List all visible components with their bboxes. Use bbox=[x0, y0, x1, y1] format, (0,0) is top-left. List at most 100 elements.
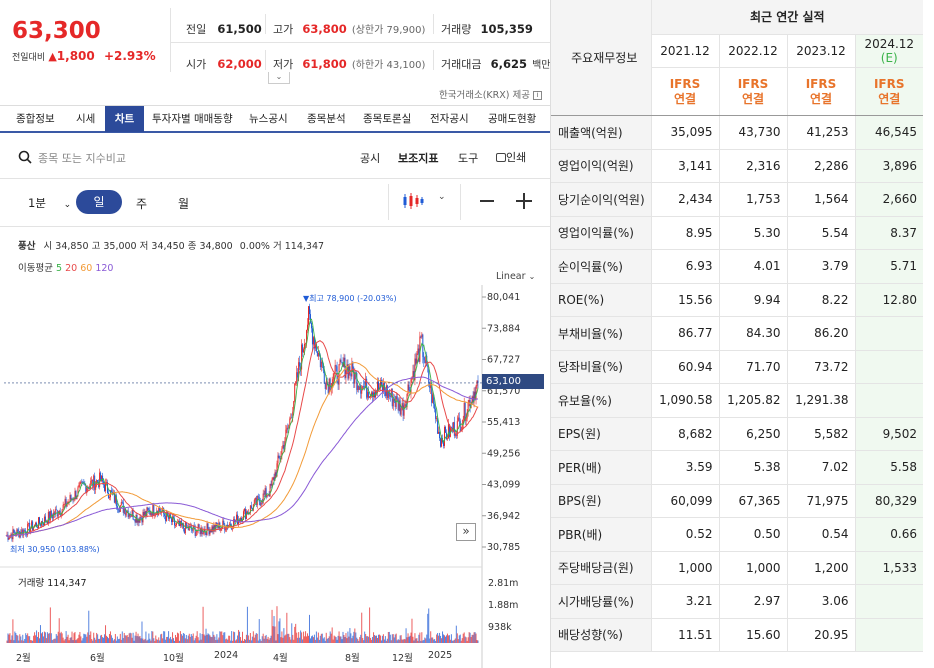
candle-body bbox=[78, 485, 79, 487]
prev-close-value: 61,500 bbox=[217, 22, 261, 36]
volume-bar bbox=[187, 639, 188, 643]
volume-bar bbox=[264, 639, 265, 643]
candle-body bbox=[153, 505, 154, 515]
volume-bar bbox=[9, 633, 10, 643]
tab-forum[interactable]: 종목토론실 bbox=[363, 106, 411, 132]
candle-body bbox=[434, 404, 435, 409]
print-button[interactable]: 인쇄 bbox=[496, 149, 526, 165]
candle-body bbox=[340, 360, 341, 365]
volume-bar bbox=[319, 640, 320, 643]
candle-body bbox=[395, 402, 396, 407]
volume-bar bbox=[37, 637, 38, 643]
volume-bar bbox=[276, 606, 277, 643]
candle-body bbox=[369, 396, 370, 397]
candle-body bbox=[99, 473, 100, 487]
volume-bar bbox=[205, 636, 206, 643]
change-label: 전일대비 bbox=[12, 53, 45, 63]
low-marker: 최저 30,950 (103.88%) bbox=[10, 544, 100, 555]
indicators-button[interactable]: 보조지표 bbox=[398, 150, 438, 166]
candle-body bbox=[358, 386, 359, 390]
volume-bar bbox=[315, 640, 316, 643]
volume-bar bbox=[136, 632, 137, 643]
tab-chart[interactable]: 차트 bbox=[105, 106, 144, 132]
volume-bar bbox=[126, 636, 127, 643]
volume-bar bbox=[273, 626, 274, 643]
volume-bar bbox=[260, 639, 261, 643]
row-header: 주요재무정보 bbox=[551, 0, 651, 116]
scale-select[interactable]: Linear ⌄ bbox=[496, 271, 535, 282]
candle-body bbox=[464, 403, 465, 419]
volume-bar bbox=[474, 632, 475, 643]
tab-analysis[interactable]: 종목분석 bbox=[307, 106, 346, 132]
zoom-in-button[interactable] bbox=[516, 193, 532, 209]
volume-bar bbox=[383, 634, 384, 643]
tab-overview[interactable]: 종합정보 bbox=[16, 106, 55, 132]
volume-bar bbox=[47, 632, 48, 643]
minute-select[interactable]: 1분 ⌄ bbox=[28, 195, 71, 211]
volume-bar bbox=[384, 640, 385, 643]
period-month-button[interactable]: 월 bbox=[178, 195, 189, 212]
candle-body bbox=[349, 366, 350, 373]
volume-bar bbox=[190, 637, 191, 643]
price-tick-label: 30,785 bbox=[487, 542, 520, 553]
candle-body bbox=[333, 379, 334, 383]
volume-bar bbox=[122, 631, 123, 643]
period-week-button[interactable]: 주 bbox=[136, 195, 147, 212]
ma-line bbox=[6, 363, 478, 537]
x-tick: 2025 bbox=[428, 650, 452, 661]
volume-bar bbox=[455, 638, 456, 643]
tools-button[interactable]: 도구 bbox=[458, 150, 478, 166]
volume-bar bbox=[472, 635, 473, 643]
volume-bar bbox=[286, 613, 287, 643]
volume-bar bbox=[414, 633, 415, 643]
volume-bar bbox=[100, 635, 101, 643]
candle-body bbox=[334, 373, 335, 379]
volume-bar bbox=[278, 621, 279, 643]
volume-bar bbox=[433, 640, 434, 643]
volume-bar bbox=[17, 636, 18, 643]
period-day-button[interactable]: 일 bbox=[76, 190, 122, 214]
tab-short-selling[interactable]: 공매도현황 bbox=[488, 106, 536, 132]
volume-bar bbox=[113, 640, 114, 643]
volume-bar bbox=[309, 615, 310, 643]
volume-bar bbox=[49, 633, 50, 643]
tab-price[interactable]: 시세 bbox=[76, 106, 95, 132]
candle-body bbox=[39, 517, 40, 523]
volume-bar bbox=[348, 637, 349, 643]
candle-body bbox=[278, 456, 279, 458]
notice-button[interactable]: 공시 bbox=[360, 150, 380, 166]
candle-body bbox=[45, 517, 46, 522]
volume-bar bbox=[427, 614, 428, 643]
zoom-out-button[interactable] bbox=[480, 200, 494, 202]
volume-bar bbox=[218, 638, 219, 643]
chart-type-button[interactable]: ⌄ bbox=[402, 192, 444, 212]
price-chart[interactable]: 80,041 73,884 67,727 61,570 55,413 49,256 43,0… bbox=[0, 285, 550, 668]
volume-bar bbox=[248, 635, 249, 643]
volume-bar bbox=[26, 635, 27, 643]
volume-bar bbox=[413, 640, 414, 643]
volume-bar bbox=[130, 633, 131, 643]
ifrs-top: IFRS bbox=[720, 77, 787, 92]
candle-body bbox=[185, 522, 186, 533]
volume-bar bbox=[31, 640, 32, 643]
candle-body bbox=[440, 438, 441, 446]
tab-investor-trend[interactable]: 투자자별 매매동향 bbox=[152, 106, 233, 132]
info-icon[interactable]: i bbox=[533, 91, 542, 100]
candle-body bbox=[350, 374, 351, 377]
open-value: 62,000 bbox=[217, 57, 261, 71]
financial-cell: 15.56 bbox=[651, 283, 719, 317]
volume-bar bbox=[69, 640, 70, 643]
year-2021: 2021.12 bbox=[651, 34, 719, 68]
volume-bar bbox=[105, 625, 106, 643]
volume-bar bbox=[124, 633, 125, 643]
volume-bar bbox=[210, 637, 211, 643]
tab-news[interactable]: 뉴스공시 bbox=[249, 106, 288, 132]
expand-chart-button[interactable]: » bbox=[456, 523, 476, 541]
expand-toggle-button[interactable]: ⌄ bbox=[268, 72, 290, 84]
compare-search[interactable]: 종목 또는 지수비교 bbox=[18, 148, 218, 166]
tab-disclosure[interactable]: 전자공시 bbox=[430, 106, 469, 132]
info-pct: 0.00% bbox=[240, 241, 270, 252]
volume-bar bbox=[304, 636, 305, 643]
info-high: 35,000 bbox=[103, 241, 136, 252]
volume-bar bbox=[79, 632, 80, 643]
